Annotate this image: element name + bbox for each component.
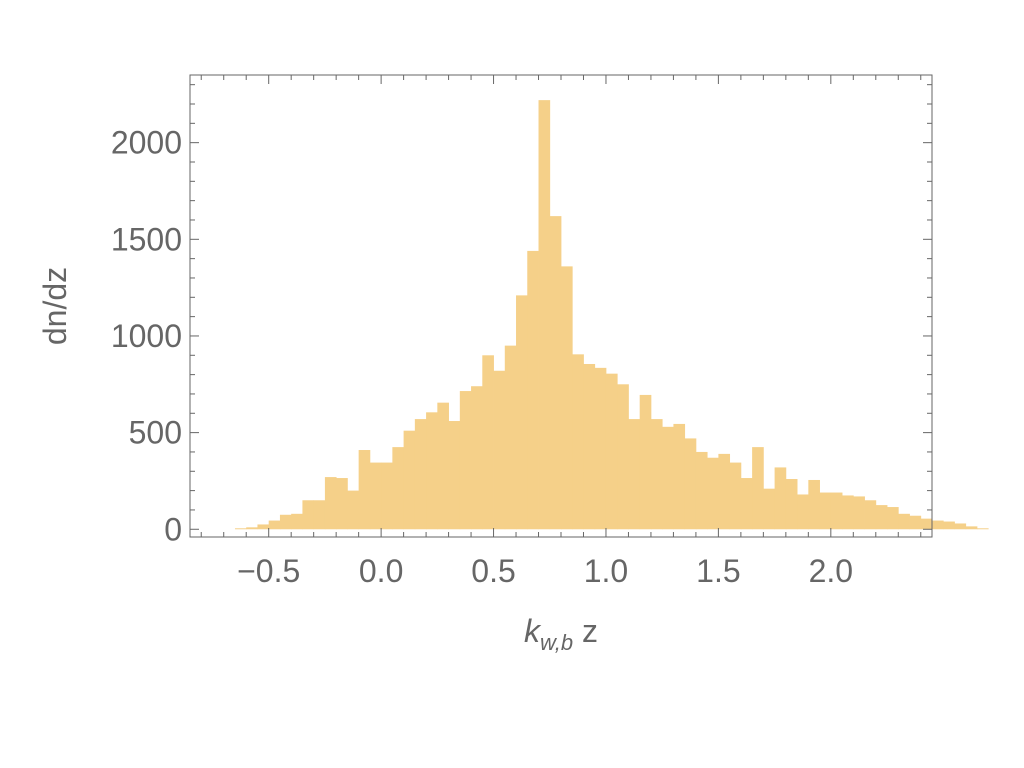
- histogram-bar: [594, 367, 607, 530]
- histogram-bar: [313, 500, 326, 530]
- histogram-bar: [605, 373, 618, 530]
- histogram-bar: [695, 451, 708, 530]
- histogram-bar: [336, 478, 348, 530]
- histogram-bar: [538, 100, 551, 530]
- histogram-bar: [347, 490, 360, 530]
- histogram-bar: [887, 507, 899, 530]
- histogram-bar: [830, 492, 843, 530]
- x-tick-label: 2.0: [809, 553, 853, 589]
- y-tick-label: 1500: [111, 221, 182, 257]
- histogram-bar: [875, 505, 888, 530]
- histogram-bar: [853, 496, 865, 530]
- histogram-bar: [246, 527, 258, 530]
- y-axis-title: dn/dz: [37, 267, 73, 345]
- histogram-bar: [662, 426, 674, 530]
- y-tick-label: 500: [129, 415, 182, 451]
- x-axis-title: kw,b z: [524, 613, 598, 655]
- histogram-bar: [549, 216, 562, 530]
- histogram-bar: [414, 419, 427, 530]
- histogram-bar: [628, 419, 641, 530]
- histogram-bar: [527, 250, 539, 530]
- y-tick-label: 1000: [111, 318, 182, 354]
- x-tick-label: 0.0: [359, 553, 403, 589]
- histogram-bar: [707, 457, 719, 530]
- histogram-bar: [976, 528, 989, 530]
- y-tick-labels: 0 500 1000 1500 2000: [111, 125, 182, 548]
- x-tick-label: 1.0: [584, 553, 628, 589]
- histogram-bar: [752, 447, 764, 530]
- y-tick-label: 2000: [111, 125, 182, 161]
- histogram-bar: [448, 421, 461, 530]
- histogram-bar: [920, 518, 933, 530]
- histogram-bars: [234, 100, 989, 530]
- histogram-bar: [426, 412, 438, 530]
- histogram-bar: [471, 386, 483, 530]
- histogram-bar: [572, 354, 584, 530]
- histogram-bar: [684, 438, 697, 530]
- histogram-bar: [493, 370, 506, 530]
- histogram-bar: [583, 363, 596, 530]
- histogram-bar: [864, 500, 877, 530]
- histogram-bar: [842, 495, 854, 530]
- histogram-bar: [291, 513, 303, 530]
- histogram-bar: [650, 419, 663, 530]
- histogram-bar: [516, 295, 528, 530]
- x-tick-label: 0.5: [471, 553, 515, 589]
- histogram-bar: [932, 520, 944, 530]
- histogram-bar: [358, 450, 371, 530]
- histogram-bar: [279, 514, 292, 530]
- histogram-bar: [617, 384, 629, 530]
- histogram-bar: [459, 391, 472, 530]
- histogram-bar: [639, 394, 652, 530]
- histogram-bar: [437, 402, 449, 530]
- histogram-bar: [324, 477, 337, 530]
- y-tick-label: 0: [164, 511, 182, 547]
- histogram-bar: [763, 488, 775, 530]
- histogram-bar: [718, 453, 731, 530]
- x-tick-label: 1.5: [696, 553, 740, 589]
- histogram-bar: [673, 423, 686, 530]
- histogram-bar: [268, 520, 281, 530]
- histogram-bar: [381, 462, 393, 530]
- histogram-bar: [234, 528, 247, 530]
- histogram-bar: [898, 513, 910, 530]
- histogram-bar: [740, 478, 753, 530]
- histogram-bar: [403, 430, 416, 530]
- histogram-bar: [909, 515, 922, 530]
- x-tick-label: −0.5: [237, 553, 300, 589]
- x-tick-labels: −0.5 0.0 0.5 1.0 1.5 2.0: [237, 553, 853, 589]
- histogram-bar: [797, 494, 809, 530]
- histogram-bar: [943, 521, 955, 530]
- histogram-bar: [504, 345, 517, 530]
- histogram-bar: [257, 524, 270, 530]
- axis-ticks: [190, 75, 932, 537]
- histogram-bar: [965, 526, 978, 530]
- histogram-bar: [561, 266, 573, 530]
- histogram-bar: [392, 447, 404, 530]
- histogram-bar: [482, 355, 494, 530]
- histogram-bar: [808, 479, 820, 530]
- histogram-bar: [302, 500, 315, 530]
- histogram-bar: [819, 492, 832, 530]
- histogram-bar: [954, 523, 967, 530]
- histogram-bar: [785, 479, 798, 530]
- histogram-bar: [774, 467, 787, 530]
- histogram-bar: [729, 462, 742, 530]
- histogram-bar: [369, 462, 382, 530]
